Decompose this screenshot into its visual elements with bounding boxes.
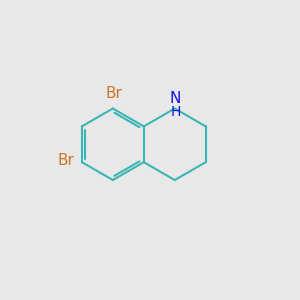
Text: N: N [169,91,181,106]
Text: Br: Br [58,153,74,168]
Text: Br: Br [106,85,123,100]
Text: H: H [170,105,181,119]
